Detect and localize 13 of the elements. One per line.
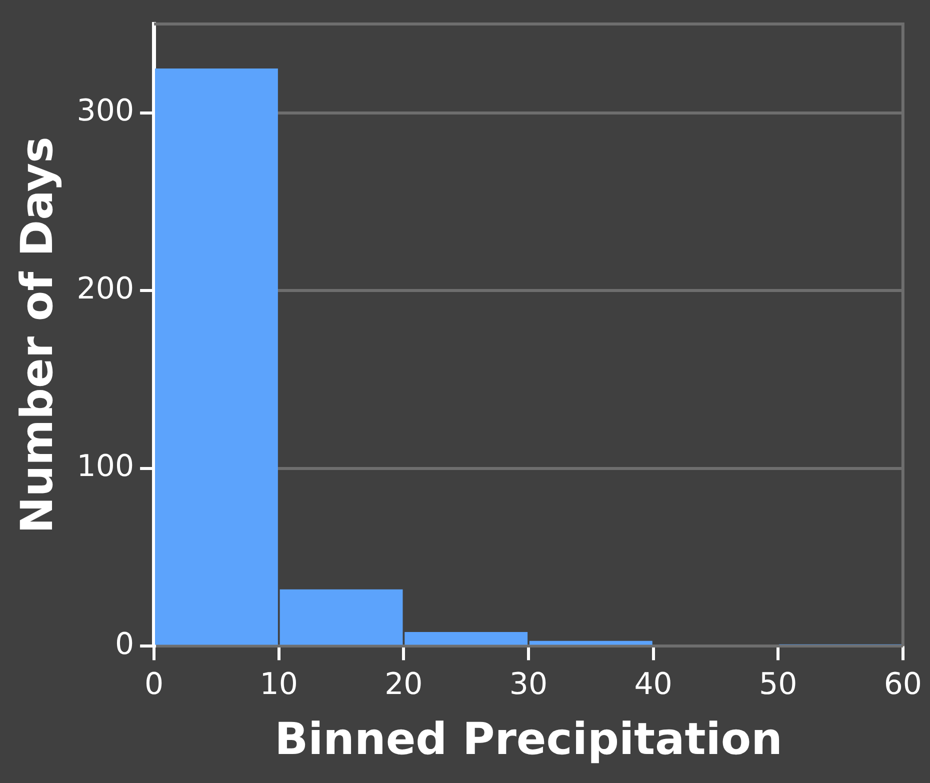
x-axis-title: Binned Precipitation xyxy=(274,714,782,766)
x-tick-label: 60 xyxy=(884,666,922,702)
x-tick-label: 10 xyxy=(260,666,298,702)
y-tick-label: 300 xyxy=(76,94,134,129)
x-tick-label: 40 xyxy=(634,666,672,702)
y-tick-label: 0 xyxy=(114,626,134,662)
x-tick-label: 20 xyxy=(384,666,423,702)
x-tick-label: 50 xyxy=(759,666,798,702)
x-tick-label: 0 xyxy=(144,666,164,702)
y-axis-title: Number of Days xyxy=(12,136,63,534)
x-tick-label: 30 xyxy=(509,666,548,702)
y-tick-label: 200 xyxy=(76,271,134,306)
y-tick-label: 100 xyxy=(76,449,134,484)
